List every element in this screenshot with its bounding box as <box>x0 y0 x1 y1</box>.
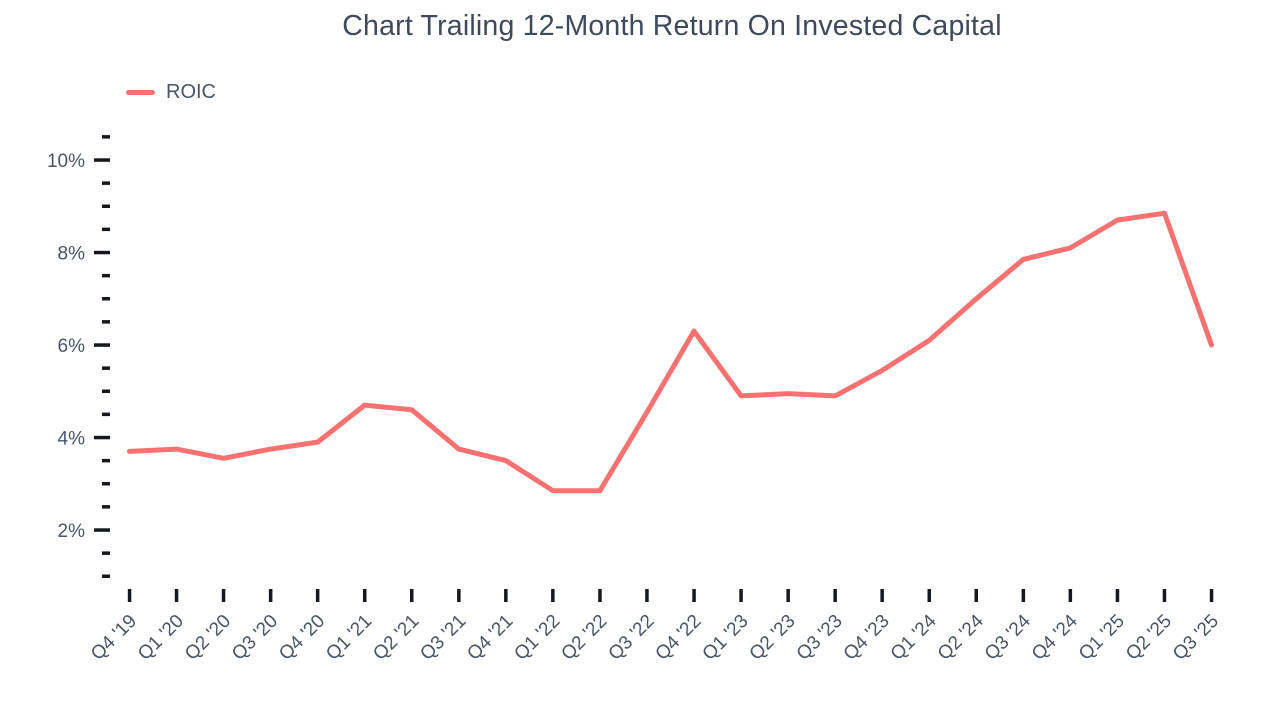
y-axis-minor-tick <box>102 551 110 555</box>
y-axis-tick-label: 2% <box>58 521 86 542</box>
x-axis-tick-label: Q2 '22 <box>557 611 611 665</box>
y-axis-tick-label: 8% <box>58 244 86 265</box>
y-axis-minor-tick <box>102 505 110 509</box>
x-axis-tick <box>786 589 790 602</box>
y-axis-minor-tick <box>102 458 110 463</box>
x-axis-tick <box>315 589 320 602</box>
y-axis-major-tick <box>94 250 110 255</box>
x-axis-tick-label: Q1 '25 <box>1075 611 1129 665</box>
y-axis-minor-tick <box>102 574 110 578</box>
y-axis-major-tick <box>94 158 110 162</box>
x-axis-tick-label: Q3 '20 <box>228 611 282 665</box>
chart-title: Chart Trailing 12-Month Return On Invest… <box>342 10 1002 42</box>
y-axis-major-tick <box>94 528 110 532</box>
y-axis-minor-tick <box>102 482 110 486</box>
x-axis-tick <box>927 589 931 602</box>
x-axis-tick-label: Q1 '20 <box>134 611 188 665</box>
x-axis-tick-label: Q2 '21 <box>369 611 423 665</box>
x-axis-tick <box>739 589 743 602</box>
x-axis-tick-label: Q4 '21 <box>463 611 517 665</box>
y-axis-minor-tick <box>102 389 110 393</box>
x-axis-tick <box>127 589 132 602</box>
x-axis-tick-label: Q4 '19 <box>87 611 141 665</box>
x-axis-tick <box>504 589 508 602</box>
y-axis-minor-tick <box>102 366 110 370</box>
x-axis-tick <box>880 589 884 602</box>
y-axis-minor-tick <box>102 320 110 324</box>
x-axis-tick-label: Q3 '23 <box>793 611 847 665</box>
y-axis-minor-tick <box>102 412 110 417</box>
x-axis-tick <box>1115 589 1120 602</box>
x-axis-tick-label: Q2 '20 <box>181 611 235 665</box>
x-axis-tick-label: Q2 '24 <box>934 610 988 664</box>
y-axis-minor-tick <box>102 297 110 301</box>
y-axis-tick-label: 10% <box>47 151 85 172</box>
y-axis-minor-tick <box>102 273 110 278</box>
x-axis-tick <box>1021 589 1026 602</box>
x-axis-tick-label: Q4 '24 <box>1028 610 1082 664</box>
y-axis-minor-tick <box>102 227 110 232</box>
x-axis-tick-label: Q4 '22 <box>652 611 706 665</box>
x-axis-tick <box>1068 589 1073 602</box>
y-axis-minor-tick <box>102 135 110 139</box>
x-axis-tick-label: Q1 '23 <box>699 611 753 665</box>
y-axis-major-tick <box>94 435 110 440</box>
x-axis-tick-label: Q1 '24 <box>887 610 941 664</box>
x-axis-tick-label: Q2 '25 <box>1122 611 1176 665</box>
roic-line-series <box>127 210 1214 494</box>
x-axis-tick-label: Q1 '22 <box>510 611 564 665</box>
x-axis-tick <box>268 589 273 602</box>
x-axis-tick <box>410 589 414 602</box>
x-axis-tick-label: Q3 '22 <box>605 611 659 665</box>
x-axis-tick <box>174 589 179 602</box>
x-axis-tick <box>1209 589 1214 602</box>
y-axis-tick-label: 4% <box>58 429 86 450</box>
x-axis-tick <box>551 589 555 602</box>
x-axis-tick <box>363 589 367 602</box>
x-axis-tick <box>833 589 837 602</box>
y-axis-minor-tick <box>102 204 110 208</box>
x-axis-tick-label: Q4 '20 <box>275 611 329 665</box>
legend: ROIC <box>126 81 216 104</box>
legend-swatch-roic <box>126 90 155 95</box>
x-axis-tick-label: Q1 '21 <box>322 611 376 665</box>
x-axis-tick <box>692 589 696 602</box>
x-axis-tick-label: Q3 '24 <box>981 610 1035 664</box>
x-axis-tick <box>457 589 461 602</box>
x-axis-tick-label: Q4 '23 <box>840 611 894 665</box>
x-axis-tick-label: Q3 '25 <box>1169 611 1223 665</box>
x-axis-tick <box>974 589 978 602</box>
y-axis-minor-tick <box>102 181 110 185</box>
x-axis-tick <box>598 589 602 602</box>
x-axis-tick <box>221 589 226 602</box>
y-axis-tick-label: 6% <box>58 336 86 357</box>
y-axis-major-tick <box>94 343 110 347</box>
x-axis-tick <box>645 589 649 602</box>
x-axis-tick-label: Q2 '23 <box>746 611 800 665</box>
x-axis-tick-label: Q3 '21 <box>416 611 470 665</box>
legend-label-roic: ROIC <box>166 81 216 103</box>
x-axis-tick <box>1162 589 1167 602</box>
